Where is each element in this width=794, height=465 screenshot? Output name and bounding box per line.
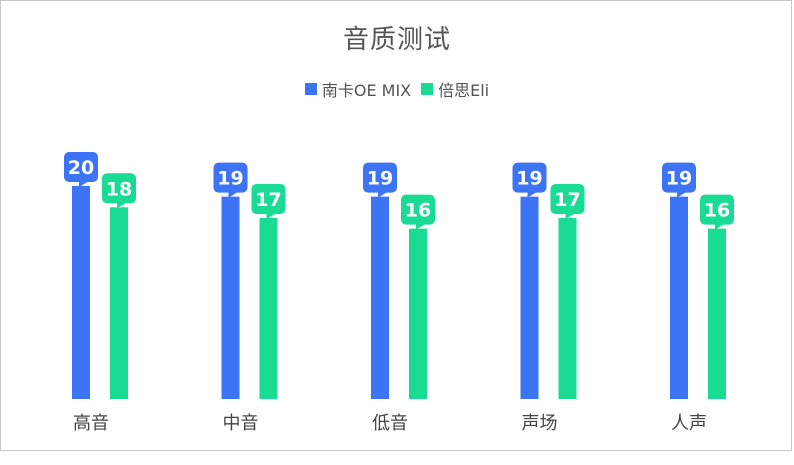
chart-title: 音质测试 bbox=[342, 25, 451, 55]
bar-1-4[interactable] bbox=[520, 196, 539, 399]
bar-2-5[interactable] bbox=[708, 228, 726, 399]
bar-2-2[interactable] bbox=[259, 217, 278, 399]
data-label-1-3: 19 bbox=[367, 168, 393, 190]
value-bubble-tail-1-1 bbox=[79, 181, 89, 187]
data-label-1-4: 19 bbox=[516, 168, 542, 190]
x-tick-label-5: 人声 bbox=[671, 413, 707, 434]
value-bubble-2-4 bbox=[550, 183, 585, 214]
bar-2-1[interactable] bbox=[110, 207, 128, 399]
bar-2-3[interactable] bbox=[409, 228, 427, 399]
legend-item-series-2[interactable]: 倍思Eli bbox=[421, 77, 489, 101]
value-bubble-2-2 bbox=[251, 183, 286, 214]
chart-frame: 音质测试 南卡OE MIX 倍思Eli 20 18 高音 19 17 中音 19 16 低音 19… bbox=[0, 0, 792, 451]
value-bubble-tail-2-2 bbox=[266, 212, 277, 219]
data-label-1-5: 19 bbox=[666, 168, 692, 190]
value-bubble-tail-1-5 bbox=[677, 191, 687, 198]
value-bubble-1-4 bbox=[512, 162, 547, 193]
value-bubble-tail-1-4 bbox=[527, 191, 538, 198]
x-tick-label-4: 声场 bbox=[522, 413, 558, 434]
x-tick-label-1: 高音 bbox=[73, 413, 109, 434]
value-bubble-2-3 bbox=[401, 194, 435, 225]
value-bubble-tail-1-2 bbox=[228, 191, 239, 198]
value-bubble-2-1 bbox=[102, 173, 136, 204]
bar-1-1[interactable] bbox=[72, 186, 90, 399]
x-tick-label-2: 中音 bbox=[223, 413, 259, 434]
value-bubble-tail-2-1 bbox=[117, 202, 127, 209]
value-bubble-2-5 bbox=[700, 194, 734, 225]
data-label-2-1: 18 bbox=[106, 178, 132, 200]
data-label-1-1: 20 bbox=[68, 157, 94, 179]
legend-label-series-1: 南卡OE MIX bbox=[321, 81, 412, 100]
chart-legend: 南卡OE MIX 倍思Eli bbox=[1, 77, 793, 101]
chart-plot-area: 20 18 高音 19 17 中音 19 16 低音 19 17 声场 19 16 人声 bbox=[64, 152, 734, 434]
value-bubble-1-3 bbox=[363, 162, 397, 193]
legend-swatch-series-1 bbox=[304, 83, 317, 95]
data-label-2-5: 16 bbox=[704, 200, 730, 222]
value-bubble-1-2 bbox=[213, 162, 248, 193]
value-bubble-tail-2-5 bbox=[715, 223, 725, 230]
data-label-2-4: 17 bbox=[554, 189, 580, 211]
bar-1-3[interactable] bbox=[371, 196, 389, 399]
legend-item-series-1[interactable]: 南卡OE MIX bbox=[304, 77, 412, 101]
x-tick-label-3: 低音 bbox=[372, 413, 408, 434]
bar-1-2[interactable] bbox=[221, 196, 240, 399]
value-bubble-1-1 bbox=[64, 152, 98, 182]
legend-label-series-2: 倍思Eli bbox=[438, 81, 490, 100]
value-bubble-tail-2-3 bbox=[416, 223, 426, 230]
bar-2-4[interactable] bbox=[558, 217, 577, 399]
legend-swatch-series-2 bbox=[421, 83, 434, 95]
data-label-2-2: 17 bbox=[255, 189, 281, 211]
value-bubble-tail-1-3 bbox=[378, 191, 388, 198]
value-bubble-tail-2-4 bbox=[565, 212, 576, 219]
data-label-2-3: 16 bbox=[405, 200, 431, 222]
data-label-1-2: 19 bbox=[217, 168, 243, 190]
value-bubble-1-5 bbox=[662, 162, 696, 193]
bar-1-5[interactable] bbox=[670, 196, 688, 399]
